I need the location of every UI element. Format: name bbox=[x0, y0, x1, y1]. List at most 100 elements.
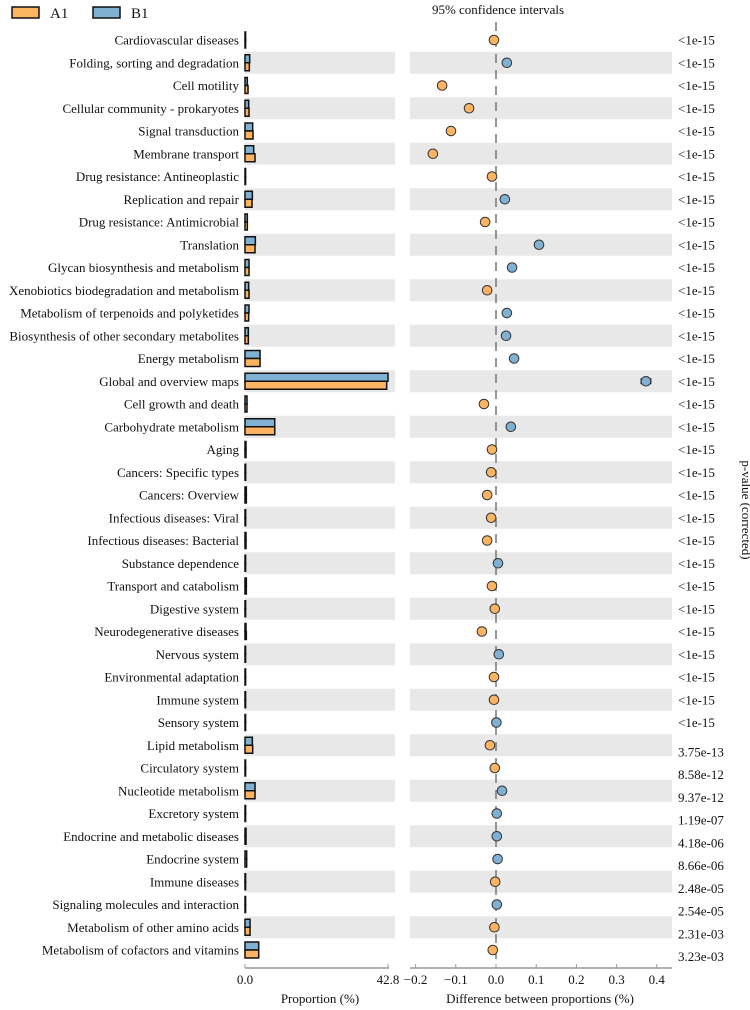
bar-b1 bbox=[244, 327, 250, 337]
category-label: Cardiovascular diseases bbox=[114, 33, 239, 48]
category-label: Aging bbox=[207, 442, 240, 457]
row-stripe-left bbox=[245, 870, 395, 893]
bar-a1 bbox=[244, 562, 247, 572]
row-stripe-right bbox=[410, 279, 672, 302]
difference-point bbox=[445, 125, 457, 137]
p-value: <1e-15 bbox=[678, 488, 715, 503]
bar-a1 bbox=[244, 744, 254, 754]
category-label: Digestive system bbox=[150, 601, 239, 616]
bar-b1 bbox=[244, 440, 247, 451]
row-stripe-left bbox=[245, 97, 395, 120]
row-stripe-right bbox=[410, 415, 672, 438]
row-stripe-left bbox=[245, 142, 395, 165]
right-x-tick-label: 0.1 bbox=[528, 972, 544, 987]
bar-a1 bbox=[244, 84, 249, 95]
p-value: 2.31e-03 bbox=[678, 926, 724, 941]
bar-a1 bbox=[244, 517, 247, 527]
right-x-tick-label: 0.4 bbox=[649, 972, 666, 987]
category-row: Folding, sorting and degradation <1e-15 bbox=[69, 54, 715, 72]
bar-b1 bbox=[244, 99, 250, 109]
category-label: Drug resistance: Antineoplastic bbox=[76, 169, 239, 184]
bar-b1 bbox=[244, 668, 247, 678]
row-stripe-right bbox=[410, 825, 672, 848]
p-value: <1e-15 bbox=[678, 237, 715, 252]
category-row: Immune diseases 2.48e-05 bbox=[150, 873, 724, 896]
legend-label-b1: B1 bbox=[131, 6, 149, 22]
bar-b1 bbox=[244, 304, 250, 314]
bar-b1 bbox=[244, 281, 250, 291]
bar-a1 bbox=[244, 494, 248, 504]
difference-point bbox=[493, 648, 505, 660]
p-value: 3.23e-03 bbox=[678, 949, 724, 964]
p-value: 9.37e-12 bbox=[678, 790, 724, 805]
category-label: Metabolism of terpenoids and polyketides bbox=[20, 306, 239, 321]
category-row: Cell motility <1e-15 bbox=[173, 76, 715, 95]
category-label: Xenobiotics biodegradation and metabolis… bbox=[9, 283, 239, 298]
p-value: <1e-15 bbox=[678, 328, 715, 343]
legend-swatch-a1 bbox=[11, 6, 40, 19]
category-label: Translation bbox=[180, 237, 239, 252]
difference-point bbox=[481, 284, 493, 296]
bar-b1 bbox=[244, 509, 247, 519]
category-row: Environmental adaptation <1e-15 bbox=[104, 668, 715, 686]
category-label: Transport and catabolism bbox=[107, 579, 239, 594]
category-row: Drug resistance: Antimicrobial <1e-15 bbox=[79, 213, 715, 231]
row-stripe-right bbox=[410, 734, 672, 757]
row-stripe-left bbox=[245, 461, 395, 484]
bar-a1 bbox=[244, 448, 247, 459]
legend-label-a1: A1 bbox=[50, 6, 68, 22]
category-row: Metabolism of terpenoids and polyketides… bbox=[20, 304, 715, 322]
row-stripe-left bbox=[245, 324, 395, 347]
difference-point bbox=[481, 489, 493, 501]
bar-b1 bbox=[244, 76, 249, 87]
row-stripe-right bbox=[410, 370, 672, 393]
pvalue-axis-label: p-value (corrected) bbox=[739, 460, 750, 559]
row-stripe-right bbox=[410, 597, 672, 620]
bar-b1 bbox=[244, 577, 248, 587]
category-label: Cell motility bbox=[173, 78, 240, 93]
right-x-tick-label: −0.1 bbox=[444, 972, 468, 987]
category-row: Replication and repair <1e-15 bbox=[123, 190, 715, 208]
category-row: Endocrine and metabolic diseases 4.18e-06 bbox=[63, 827, 724, 850]
bar-a1 bbox=[244, 175, 247, 186]
bar-a1 bbox=[244, 244, 256, 254]
bar-b1 bbox=[244, 486, 248, 496]
p-value: <1e-15 bbox=[678, 647, 715, 662]
bar-a1 bbox=[244, 357, 261, 368]
row-stripe-right bbox=[410, 643, 672, 666]
difference-point bbox=[501, 57, 513, 69]
bar-a1 bbox=[244, 312, 250, 322]
row-stripe-left bbox=[245, 188, 395, 211]
difference-point bbox=[499, 193, 511, 205]
category-label: Sensory system bbox=[158, 715, 239, 730]
bar-a1 bbox=[244, 426, 276, 436]
row-stripe-left bbox=[245, 825, 395, 848]
p-value: 8.58e-12 bbox=[678, 767, 724, 782]
bar-b1 bbox=[244, 236, 257, 246]
category-row: Infectious diseases: Viral <1e-15 bbox=[109, 509, 715, 527]
difference-point bbox=[492, 853, 503, 865]
difference-point bbox=[479, 216, 491, 228]
p-value: <1e-15 bbox=[678, 465, 715, 480]
bar-b1 bbox=[244, 691, 247, 701]
category-row: Cellular community - prokaryotes <1e-15 bbox=[62, 99, 715, 117]
category-label: Signal transduction bbox=[138, 124, 239, 139]
right-xlabel: Difference between proportions (%) bbox=[446, 991, 634, 1006]
bar-b1 bbox=[244, 895, 247, 906]
category-row: Biosynthesis of other secondary metaboli… bbox=[9, 327, 715, 345]
left-xlabel: Proportion (%) bbox=[281, 991, 359, 1006]
difference-point bbox=[463, 102, 475, 114]
bar-b1 bbox=[244, 782, 256, 792]
p-value: <1e-15 bbox=[678, 146, 715, 161]
p-value: <1e-15 bbox=[678, 624, 715, 639]
p-value: <1e-15 bbox=[678, 715, 715, 730]
bar-a1 bbox=[244, 858, 248, 868]
category-label: Lipid metabolism bbox=[147, 738, 239, 753]
category-label: Infectious diseases: Bacterial bbox=[87, 533, 239, 548]
difference-point bbox=[489, 603, 501, 615]
bar-a1 bbox=[244, 107, 250, 117]
p-value: 4.18e-06 bbox=[678, 835, 724, 850]
p-value: <1e-15 bbox=[678, 192, 715, 207]
category-label: Neurodegenerative diseases bbox=[94, 624, 239, 639]
category-row: Nucleotide metabolism 9.37e-12 bbox=[118, 782, 724, 805]
